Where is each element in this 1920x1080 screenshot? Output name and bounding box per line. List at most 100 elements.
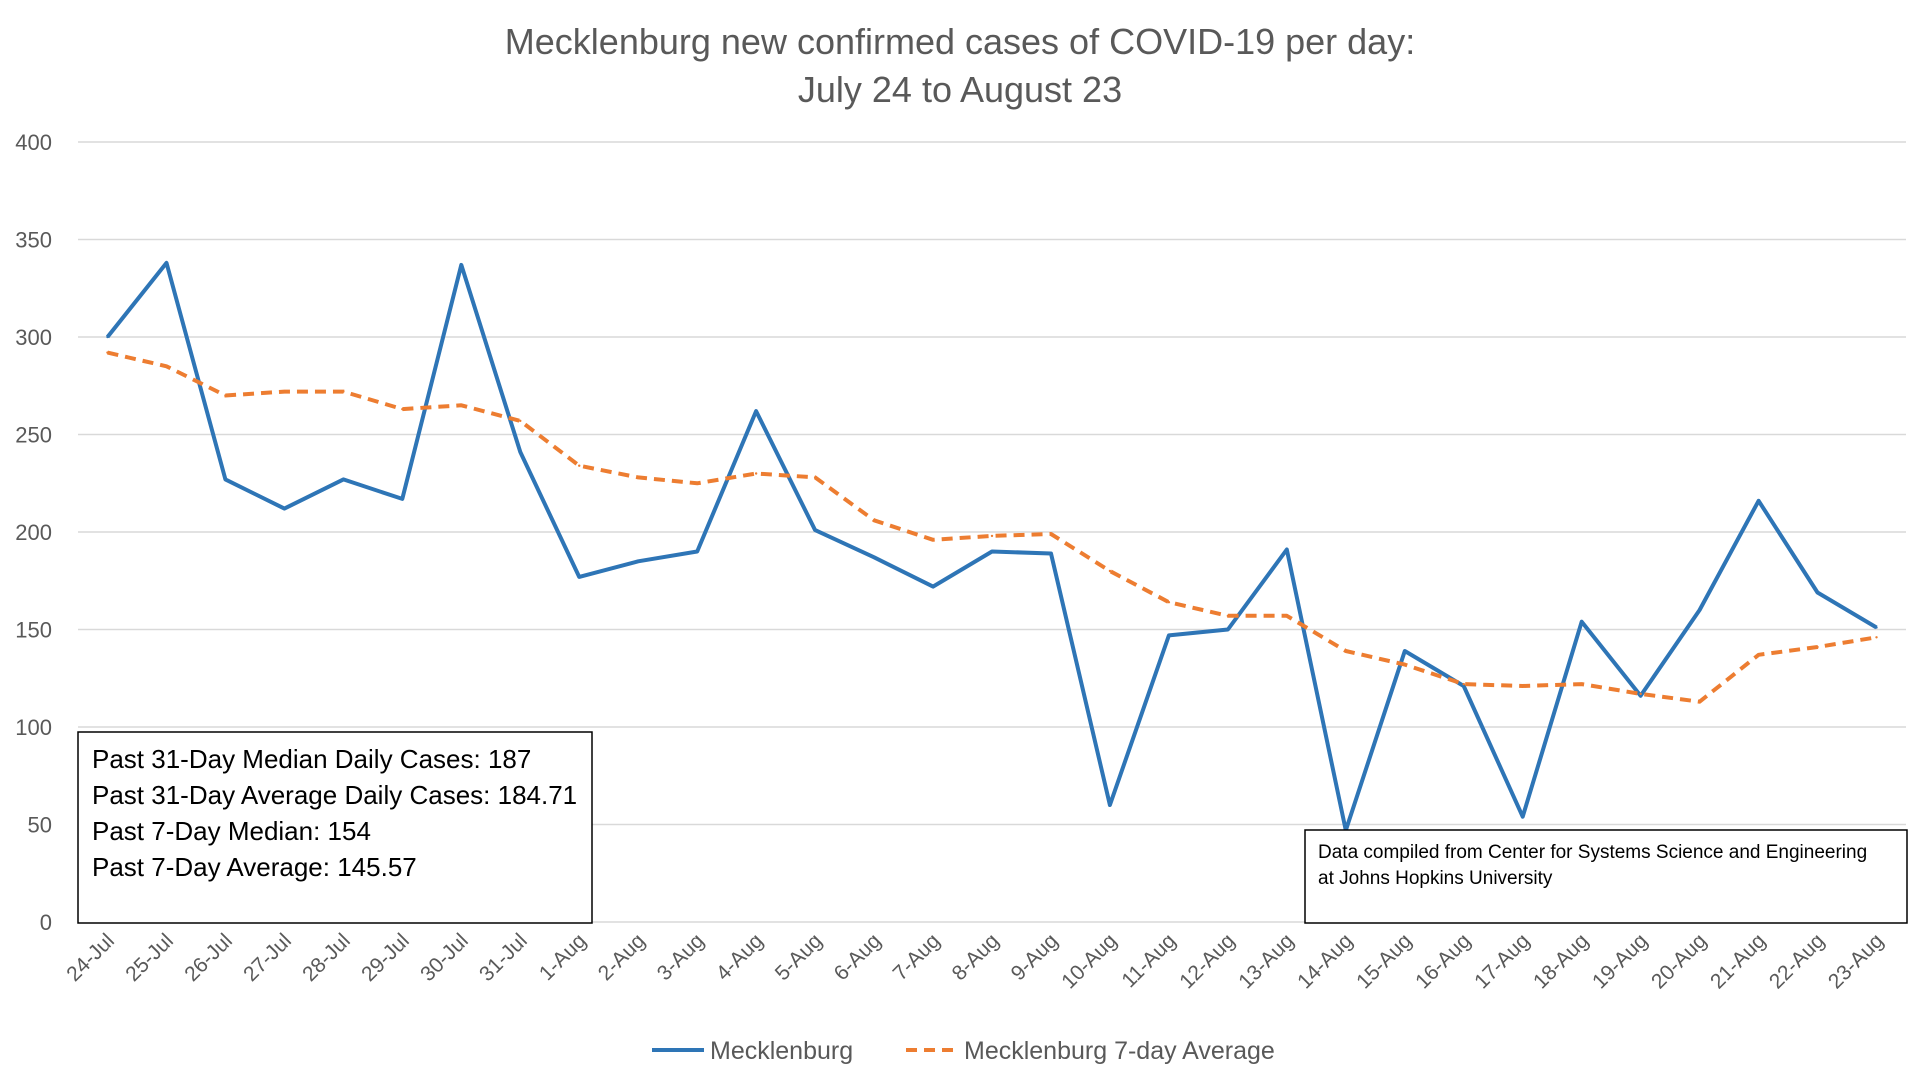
data-point xyxy=(401,407,404,411)
data-point xyxy=(931,538,935,541)
data-point xyxy=(1049,532,1053,536)
stats-line-3: Past 7-Day Median: 154 xyxy=(92,816,371,846)
stats-line-4: Past 7-Day Average: 145.57 xyxy=(92,852,417,882)
y-tick-label: 0 xyxy=(40,910,52,935)
x-tick-label: 10-Aug xyxy=(1057,929,1121,993)
data-point xyxy=(578,575,581,579)
y-tick-label: 400 xyxy=(15,130,52,155)
source-line-1: Data compiled from Center for Systems Sc… xyxy=(1318,842,1867,863)
data-point xyxy=(342,478,345,481)
data-point xyxy=(1521,815,1524,818)
data-point xyxy=(636,476,640,479)
x-tick-label: 4-Aug xyxy=(712,929,768,985)
x-tick-label: 5-Aug xyxy=(771,929,827,985)
x-tick-label: 15-Aug xyxy=(1352,929,1416,993)
x-tick-label: 30-Jul xyxy=(416,929,473,986)
data-point xyxy=(1757,499,1760,502)
stats-box-frame xyxy=(77,731,593,924)
data-point xyxy=(1108,569,1112,573)
data-point xyxy=(1580,620,1583,623)
data-point xyxy=(695,482,699,485)
data-point xyxy=(519,450,522,454)
x-axis-ticks: 24-Jul 25-Jul 26-Jul 27-Jul 28-Jul 29-Jul 30-J… xyxy=(62,929,1888,993)
stats-box: Past 31-Day Median Daily Cases: 187 Past… xyxy=(77,731,593,924)
data-point xyxy=(813,476,817,479)
x-tick-label: 17-Aug xyxy=(1470,929,1534,993)
data-point xyxy=(1167,601,1171,604)
data-point xyxy=(1816,591,1819,594)
data-point xyxy=(165,261,168,265)
series-line-1 xyxy=(107,350,1877,704)
data-point xyxy=(460,404,463,407)
y-tick-label: 50 xyxy=(28,813,52,838)
x-tick-label: 12-Aug xyxy=(1175,929,1239,993)
data-point xyxy=(1108,803,1112,807)
x-tick-label: 19-Aug xyxy=(1588,929,1652,993)
data-point xyxy=(1875,626,1878,629)
x-tick-label: 9-Aug xyxy=(1007,929,1063,985)
data-point xyxy=(578,464,581,467)
data-point xyxy=(106,351,109,354)
data-point xyxy=(1462,684,1465,688)
data-point xyxy=(695,550,699,553)
data-point xyxy=(1580,682,1583,686)
chart-title-line1: Mecklenburg new confirmed cases of COVID… xyxy=(505,21,1415,62)
x-tick-label: 16-Aug xyxy=(1411,929,1475,993)
data-point xyxy=(1521,684,1524,688)
x-tick-label: 6-Aug xyxy=(830,929,886,985)
data-point xyxy=(872,519,876,522)
data-point xyxy=(1639,694,1642,697)
legend-label: Mecklenburg 7-day Average xyxy=(964,1037,1275,1065)
x-tick-label: 7-Aug xyxy=(889,929,945,985)
stats-line-2: Past 31-Day Average Daily Cases: 184.71 xyxy=(92,780,577,810)
data-point xyxy=(1403,649,1406,653)
data-point xyxy=(106,335,109,339)
data-point xyxy=(1816,645,1819,649)
x-tick-label: 14-Aug xyxy=(1293,929,1357,993)
x-tick-label: 27-Jul xyxy=(239,929,296,986)
source-box: Data compiled from Center for Systems Sc… xyxy=(1304,829,1908,924)
data-point xyxy=(754,472,758,475)
data-point xyxy=(1226,628,1230,631)
data-point xyxy=(1698,700,1701,703)
x-tick-label: 26-Jul xyxy=(180,929,237,986)
x-tick-label: 25-Jul xyxy=(121,929,178,986)
y-tick-label: 150 xyxy=(15,618,52,643)
data-point xyxy=(1698,608,1701,612)
data-point xyxy=(1639,692,1642,696)
x-tick-label: 13-Aug xyxy=(1234,929,1298,993)
x-tick-label: 18-Aug xyxy=(1529,929,1593,993)
data-point xyxy=(1285,548,1289,551)
stats-line-1: Past 31-Day Median Daily Cases: 187 xyxy=(92,744,531,774)
data-point xyxy=(165,365,168,368)
legend: Mecklenburg Mecklenburg 7-day Average xyxy=(652,1037,1275,1065)
data-point xyxy=(1049,552,1053,555)
y-tick-label: 100 xyxy=(15,715,52,740)
x-tick-label: 28-Jul xyxy=(298,929,355,986)
data-point xyxy=(1167,634,1171,637)
legend-label: Mecklenburg xyxy=(710,1037,853,1065)
data-point xyxy=(754,409,758,413)
y-tick-label: 300 xyxy=(15,325,52,350)
x-tick-label: 11-Aug xyxy=(1117,929,1180,992)
x-tick-label: 24-Jul xyxy=(62,929,119,986)
x-tick-label: 23-Aug xyxy=(1824,929,1888,993)
chart-title-line2: July 24 to August 23 xyxy=(798,69,1122,110)
data-point xyxy=(1226,614,1230,618)
x-tick-label: 31-Jul xyxy=(475,929,532,986)
data-point xyxy=(283,390,286,393)
data-point xyxy=(1875,636,1878,639)
y-tick-label: 350 xyxy=(15,228,52,253)
data-point xyxy=(224,478,227,481)
x-tick-label: 21-Aug xyxy=(1706,929,1770,993)
data-point xyxy=(990,534,994,538)
data-point xyxy=(401,497,404,501)
data-point xyxy=(1403,663,1406,666)
y-tick-label: 200 xyxy=(15,520,52,545)
data-point xyxy=(342,390,345,393)
data-point xyxy=(1462,682,1465,686)
data-point xyxy=(519,419,522,423)
x-tick-label: 3-Aug xyxy=(653,929,709,985)
data-point xyxy=(1757,653,1760,657)
